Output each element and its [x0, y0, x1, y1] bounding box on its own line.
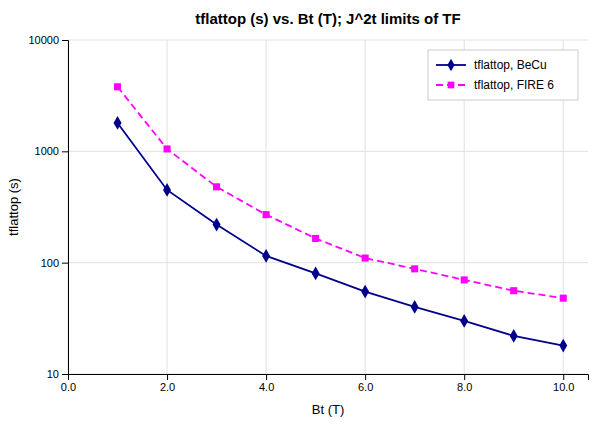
- tick-mark: [62, 263, 68, 264]
- marker: [460, 314, 468, 328]
- tick-label: 0.0: [61, 381, 76, 393]
- marker: [312, 235, 319, 242]
- x-axis: 0.0 2.0 4.0 6.0 8.0 10.0: [61, 374, 589, 393]
- tick: 100: [41, 257, 68, 269]
- tick-mark: [563, 374, 564, 380]
- tick-label: 10.0: [553, 381, 574, 393]
- tick-label: 10: [47, 368, 59, 380]
- marker: [461, 276, 468, 283]
- series-line: [118, 87, 564, 298]
- axis-line: [69, 375, 589, 381]
- grid: [68, 40, 588, 374]
- x-axis-title: Bt (T): [312, 402, 345, 417]
- marker: [361, 285, 369, 299]
- grid-line: [68, 151, 588, 152]
- marks: [114, 83, 568, 352]
- marker: [362, 255, 369, 262]
- marker: [510, 287, 517, 294]
- marker: [559, 339, 567, 353]
- marker: [411, 300, 419, 314]
- tick-mark: [365, 374, 366, 380]
- tick-mark: [167, 374, 168, 380]
- tick-mark: [266, 374, 267, 380]
- title: tflattop (s) vs. Bt (T); J^2t limits of …: [195, 10, 460, 27]
- tick-label: 1000: [35, 145, 59, 157]
- marker: [114, 116, 122, 130]
- marker: [114, 83, 121, 90]
- y-axis-title: tflattop (s): [6, 178, 21, 236]
- tick-mark: [62, 151, 68, 152]
- marker: [560, 295, 567, 302]
- tick: 4.0: [259, 374, 274, 393]
- grid-line: [365, 40, 366, 374]
- legend: tflattop, BeCu tflattop, FIRE 6: [428, 50, 578, 100]
- marker: [262, 249, 270, 263]
- tick: 6.0: [358, 374, 373, 393]
- tick: 10000: [28, 34, 68, 46]
- plot: 0.0 2.0 4.0 6.0 8.0 10.0 10 100 1000 10000 tflatto…: [28, 34, 588, 393]
- marker: [164, 145, 171, 152]
- tick: 10: [47, 368, 68, 380]
- legend-label: tflattop, BeCu: [474, 58, 547, 72]
- grid-line: [266, 40, 267, 374]
- legend-item: tflattop, FIRE 6: [436, 78, 554, 92]
- marker: [510, 329, 518, 343]
- marker: [312, 267, 320, 281]
- axis-line: [62, 41, 69, 375]
- tick-label: 8.0: [457, 381, 472, 393]
- tick: 10.0: [553, 374, 574, 393]
- tick-label: 100: [41, 257, 59, 269]
- tick-label: 4.0: [259, 381, 274, 393]
- marker: [163, 183, 171, 197]
- legend-item: tflattop, BeCu: [436, 58, 547, 72]
- tick-label: 6.0: [358, 381, 373, 393]
- tick: 2.0: [160, 374, 175, 393]
- marker: [263, 211, 270, 218]
- marker: [213, 183, 220, 190]
- series-line: [118, 123, 564, 346]
- grid-line: [167, 40, 168, 374]
- y-axis: 10 100 1000 10000: [28, 34, 68, 380]
- tick: 8.0: [457, 374, 472, 393]
- tick-label: 10000: [28, 34, 59, 46]
- tick: 0.0: [61, 374, 76, 393]
- marker: [411, 265, 418, 272]
- grid-line: [68, 40, 588, 41]
- tick-mark: [62, 40, 68, 41]
- tick-mark: [62, 374, 68, 375]
- legend-marker: [448, 82, 455, 89]
- legend-frame: [428, 50, 578, 100]
- legend-marker: [447, 59, 454, 71]
- marker: [213, 218, 221, 232]
- tick-label: 2.0: [160, 381, 175, 393]
- grid-line: [68, 262, 588, 263]
- chart: 0.0 2.0 4.0 6.0 8.0 10.0 10 100 1000 10000 tflatto…: [0, 0, 610, 426]
- legend-label: tflattop, FIRE 6: [474, 78, 554, 92]
- tick: 1000: [35, 145, 68, 157]
- tick-mark: [464, 374, 465, 380]
